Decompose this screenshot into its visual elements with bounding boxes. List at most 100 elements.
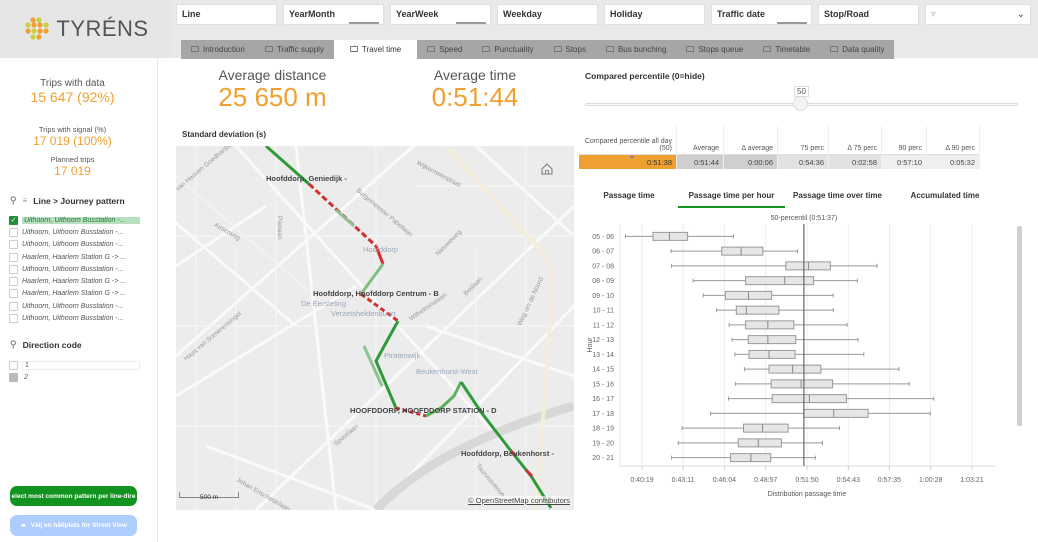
- street-view-button[interactable]: ⚭ Välj en hållplats för Street View: [10, 515, 137, 536]
- chart-tabs: Passage time Passage time per hour Passa…: [580, 189, 1000, 208]
- checkbox[interactable]: [9, 252, 18, 262]
- svg-text:1:00:28: 1:00:28: [919, 477, 942, 484]
- chart-tab-passage-time[interactable]: Passage time: [580, 189, 678, 208]
- tab-label: Timetable: [775, 45, 811, 54]
- tab-speed[interactable]: Speed: [417, 40, 472, 59]
- tab-data-quality[interactable]: Data quality: [820, 40, 894, 59]
- filter-dropdown[interactable]: ▿ ⌄: [925, 4, 1031, 25]
- journey-pattern-header[interactable]: ⚲ ≡ Line > Journey pattern: [10, 195, 125, 206]
- tab-label: Punctuality: [494, 45, 534, 54]
- tab-travel-time[interactable]: Travel time: [333, 40, 418, 59]
- map-attribution-link[interactable]: © OpenStreetMap contributors: [468, 496, 570, 505]
- sheet-icon: [191, 46, 199, 52]
- route-map[interactable]: Hoofddorp, Geniedijk - Hoofddorp, Hoofdd…: [176, 146, 574, 510]
- table-cell: 0:02:58: [829, 155, 881, 169]
- sheet-icon: [264, 46, 273, 52]
- tab-bus-bunching[interactable]: Bus bunching: [596, 40, 676, 59]
- table-header[interactable]: Compared percentile all day (50): [579, 126, 676, 155]
- tab-label: Data quality: [842, 45, 885, 54]
- checkbox[interactable]: [9, 227, 18, 237]
- svg-text:50-percentil (0:51:37): 50-percentil (0:51:37): [771, 215, 838, 222]
- chart-tab-accumulated-time[interactable]: Accumulated time: [890, 189, 1000, 208]
- search-icon[interactable]: ⚲: [10, 339, 17, 349]
- tab-traffic-supply[interactable]: Traffic supply: [255, 40, 334, 59]
- list-item[interactable]: Uithoorn, Uithoorn Busstation -...: [9, 239, 140, 251]
- svg-text:0:46:04: 0:46:04: [713, 477, 736, 484]
- boxplot-chart[interactable]: 0:40:19 0:43:11 0:46:04 0:48:57 0:51:50 0:54:…: [578, 210, 1028, 510]
- list-item[interactable]: ✓ Uithoorn, Uithoorn Busstation -...: [9, 214, 140, 226]
- table-header[interactable]: Δ 75 perc: [829, 126, 881, 155]
- list-item[interactable]: Uithoorn, Uithoorn Busstation -...: [9, 312, 140, 324]
- direction-code-header[interactable]: ⚲ Direction code: [10, 339, 82, 350]
- table-col: 90 perc 0:57:10: [882, 126, 927, 169]
- list-item[interactable]: 2: [9, 371, 140, 383]
- filter-weekday[interactable]: Weekday: [497, 4, 598, 25]
- checkbox[interactable]: [9, 314, 18, 324]
- list-item[interactable]: Haarlem, Haarlem Station G -> ...: [9, 275, 140, 287]
- select-common-pattern-button[interactable]: elect most common pattern per line-dire: [10, 486, 137, 506]
- chart-scrollbar[interactable]: [1017, 226, 1022, 426]
- filter-yearmonth[interactable]: YearMonth: [283, 4, 384, 25]
- table-col: Δ 75 perc 0:02:58: [829, 126, 882, 169]
- checkbox-excluded[interactable]: [9, 372, 18, 382]
- list-item[interactable]: Haarlem, Haarlem Station G -> ...: [9, 288, 140, 300]
- selection-bar: [349, 22, 379, 24]
- svg-text:0:51:50: 0:51:50: [795, 477, 818, 484]
- svg-text:12 - 13: 12 - 13: [592, 337, 614, 344]
- kpi-value: 17 019 (100%): [33, 134, 112, 148]
- list-item[interactable]: Uithoorn, Uithoorn Busstation -...: [9, 300, 140, 312]
- filter-holiday[interactable]: Holiday: [604, 4, 705, 25]
- tab-stops[interactable]: Stops: [544, 40, 596, 59]
- percentile-title: Compared percentile (0=hide): [585, 71, 705, 81]
- list-item[interactable]: Uithoorn, Uithoorn Busstation -...: [9, 226, 140, 238]
- table-header[interactable]: Δ 90 perc: [927, 126, 979, 155]
- list-item-label: Uithoorn, Uithoorn Busstation -...: [22, 228, 124, 236]
- svg-text:Hoofddorp, Beukenhorst -: Hoofddorp, Beukenhorst -: [461, 449, 554, 458]
- svg-text:15 - 16: 15 - 16: [592, 381, 614, 388]
- tab-punctuality[interactable]: Punctuality: [472, 40, 543, 59]
- checkbox[interactable]: [9, 289, 18, 299]
- map-home-button[interactable]: [540, 162, 554, 176]
- percentile-slider-thumb[interactable]: [793, 96, 808, 111]
- svg-text:Beukenhorst-West: Beukenhorst-West: [416, 367, 478, 376]
- checkbox[interactable]: [9, 240, 18, 250]
- checkbox[interactable]: [9, 360, 18, 370]
- filter-yearweek[interactable]: YearWeek: [390, 4, 491, 25]
- table-header[interactable]: Average: [677, 126, 723, 155]
- checkbox-checked[interactable]: ✓: [9, 215, 18, 225]
- tab-stops-queue[interactable]: Stops queue: [676, 40, 753, 59]
- kpi-label: Trips with signal (%): [38, 125, 107, 134]
- list-item[interactable]: Uithoorn, Uithoorn Busstation -...: [9, 263, 140, 275]
- filter-label: Weekday: [503, 9, 542, 19]
- sort-indicator-icon: [629, 156, 635, 159]
- svg-text:05 - 06: 05 - 06: [592, 234, 614, 241]
- svg-text:10 - 11: 10 - 11: [593, 308, 614, 315]
- table-header[interactable]: Δ average: [724, 126, 777, 155]
- kpi-label: Planned trips: [50, 155, 95, 164]
- kpi-trips-with-signal: Trips with signal (%) 17 019 (100%): [0, 125, 145, 148]
- filter-stop-road[interactable]: Stop/Road: [818, 4, 919, 25]
- list-item[interactable]: 1: [9, 359, 140, 371]
- list-item[interactable]: Haarlem, Haarlem Station G -> ...: [9, 251, 140, 263]
- table-col: Compared percentile all day (50) 0:51:38: [579, 126, 677, 169]
- filter-traffic-date[interactable]: Traffic date: [711, 4, 812, 25]
- checkbox[interactable]: [9, 264, 18, 274]
- tab-introduction[interactable]: Introduction: [181, 40, 255, 59]
- tab-timetable[interactable]: Timetable: [753, 40, 820, 59]
- search-icon[interactable]: ⚲: [10, 195, 17, 205]
- svg-text:HOOFDDORP, HOOFDDORP STATION -: HOOFDDORP, HOOFDDORP STATION - D: [350, 406, 497, 415]
- filter-label: Stop/Road: [824, 9, 869, 19]
- checkbox[interactable]: [9, 277, 18, 287]
- filter-line[interactable]: Line: [176, 4, 277, 25]
- svg-text:07 - 08: 07 - 08: [592, 263, 614, 270]
- chart-tab-passage-time-per-hour[interactable]: Passage time per hour: [678, 189, 785, 208]
- kpi-planned-trips: Planned trips 17 019: [0, 155, 145, 178]
- table-header[interactable]: 75 perc: [778, 126, 828, 155]
- tab-label: Bus bunching: [617, 45, 667, 54]
- svg-text:Hoofddorp, Geniedijk -: Hoofddorp, Geniedijk -: [266, 174, 347, 183]
- chart-tab-passage-time-over-time[interactable]: Passage time over time: [785, 189, 890, 208]
- checkbox[interactable]: [9, 301, 18, 311]
- table-col: Δ 90 perc 0:05:32: [927, 126, 980, 169]
- table-header[interactable]: 90 perc: [882, 126, 926, 155]
- filter-label: Traffic date: [717, 9, 766, 19]
